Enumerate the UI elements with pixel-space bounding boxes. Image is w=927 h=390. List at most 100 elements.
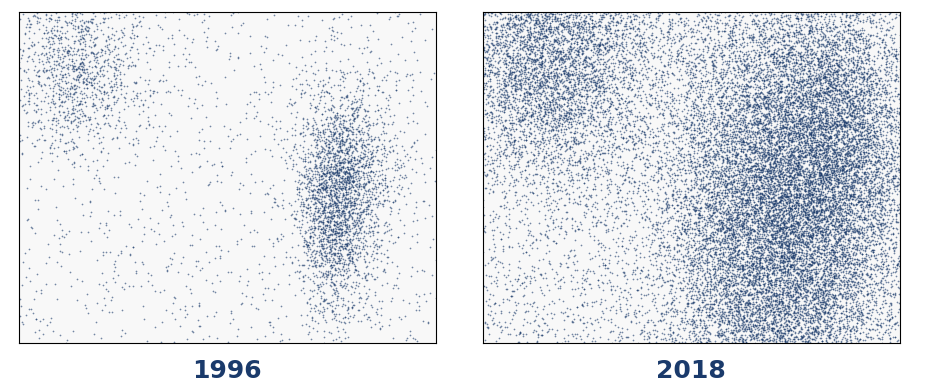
Point <box>846 327 861 333</box>
Point <box>805 212 819 218</box>
Point <box>883 236 897 243</box>
Point <box>779 42 794 48</box>
Point <box>889 153 904 160</box>
Point <box>891 94 906 100</box>
Point <box>743 128 758 135</box>
Point <box>719 224 734 230</box>
Point <box>352 154 367 160</box>
Point <box>353 186 368 192</box>
Point <box>692 259 706 266</box>
Point <box>773 296 788 302</box>
Point <box>831 326 845 332</box>
Point <box>726 264 741 271</box>
Point <box>82 79 96 85</box>
Point <box>848 327 863 333</box>
Point <box>797 209 812 215</box>
Point <box>586 99 601 105</box>
Point <box>512 56 527 62</box>
Point <box>360 153 375 160</box>
Point <box>753 11 768 17</box>
Point <box>772 268 787 274</box>
Point <box>591 124 606 130</box>
Point <box>825 150 840 156</box>
Point <box>860 274 875 280</box>
Point <box>867 161 882 168</box>
Point <box>788 186 803 193</box>
Point <box>828 50 843 56</box>
Point <box>597 59 612 65</box>
Point <box>44 28 58 34</box>
Point <box>46 232 61 238</box>
Point <box>809 300 824 306</box>
Point <box>788 334 803 340</box>
Point <box>515 34 530 40</box>
Point <box>819 264 833 270</box>
Point <box>817 281 832 287</box>
Point <box>730 69 744 75</box>
Point <box>791 254 806 261</box>
Point <box>392 217 407 223</box>
Point <box>822 181 837 187</box>
Point <box>733 174 748 181</box>
Point <box>582 130 597 136</box>
Point <box>485 165 500 171</box>
Point <box>806 115 821 121</box>
Point <box>772 317 787 324</box>
Point <box>731 312 746 318</box>
Point <box>820 259 835 265</box>
Point <box>515 293 530 300</box>
Point <box>848 237 863 243</box>
Point <box>807 22 822 28</box>
Point <box>775 219 790 225</box>
Point <box>668 247 683 254</box>
Point <box>552 101 566 107</box>
Point <box>733 195 748 202</box>
Point <box>679 291 694 297</box>
Point <box>751 319 766 326</box>
Point <box>727 292 742 299</box>
Point <box>799 302 814 308</box>
Point <box>320 239 335 245</box>
Point <box>754 183 768 189</box>
Point <box>859 136 874 143</box>
Point <box>721 113 736 119</box>
Point <box>869 282 883 289</box>
Point <box>230 30 245 36</box>
Point <box>883 131 897 138</box>
Point <box>692 170 706 177</box>
Point <box>312 210 327 216</box>
Point <box>657 155 672 161</box>
Point <box>529 15 544 21</box>
Point <box>738 166 753 172</box>
Point <box>779 132 794 138</box>
Point <box>567 129 582 136</box>
Point <box>96 63 111 69</box>
Point <box>668 53 683 59</box>
Point <box>698 292 713 298</box>
Point <box>498 97 513 103</box>
Point <box>603 84 618 90</box>
Point <box>883 166 898 172</box>
Point <box>13 132 28 138</box>
Point <box>871 199 886 205</box>
Point <box>760 239 775 245</box>
Point <box>591 88 606 94</box>
Point <box>866 253 881 259</box>
Point <box>805 65 819 71</box>
Point <box>603 119 618 125</box>
Point <box>54 75 69 82</box>
Point <box>724 153 739 159</box>
Point <box>140 178 155 184</box>
Point <box>535 71 550 77</box>
Point <box>64 283 79 289</box>
Point <box>757 209 772 215</box>
Point <box>505 69 520 76</box>
Point <box>633 117 648 123</box>
Point <box>196 204 210 211</box>
Point <box>748 332 763 338</box>
Point <box>745 305 760 311</box>
Point <box>331 161 346 168</box>
Point <box>837 149 852 156</box>
Point <box>796 147 811 154</box>
Point <box>494 16 509 22</box>
